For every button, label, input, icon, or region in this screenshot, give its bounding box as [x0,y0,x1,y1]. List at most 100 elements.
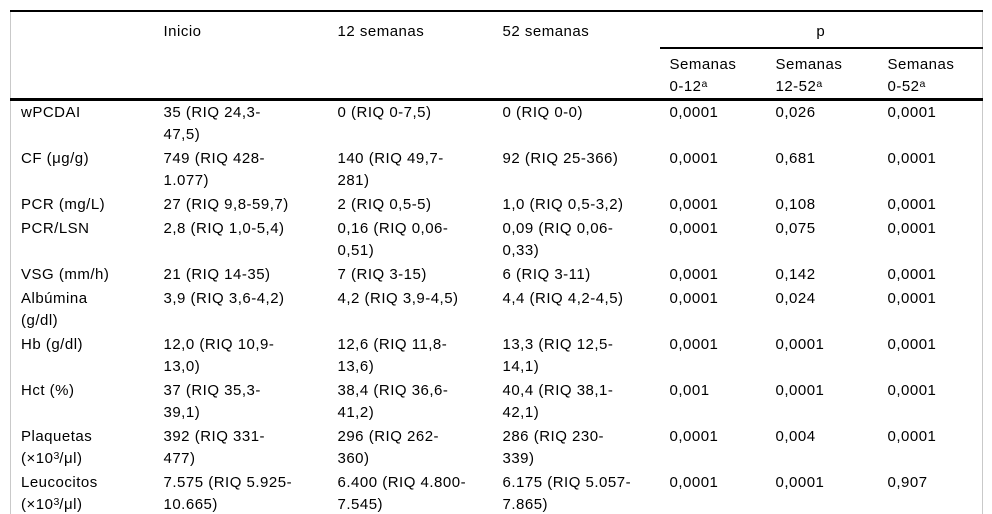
row-label-text: PCR (mg/L) [21,196,106,213]
cell-p-0-12: 0,0001 [669,474,719,491]
cell-12-semanas: 296 (RIQ 262- 360) [337,428,440,467]
cell-p-0-12: 0,0001 [669,336,719,353]
cell-52-semanas: 1,0 (RIQ 0,5-3,2) [502,196,624,213]
cell-p-0-52: 0,0001 [887,266,937,283]
row-label: PCR (mg/L) [11,193,164,217]
row-label-text: VSG (mm/h) [21,266,110,283]
cell-p-0-12: 0,0001 [669,104,719,121]
cell-p-12-52: 0,681 [775,150,816,167]
col-header-semanas-12-52: Semanas 12-52a [765,48,878,101]
row-label-unit: /μl) [59,496,83,513]
cell-12-semanas: 38,4 (RIQ 36,6- 41,2) [337,382,449,421]
cell-52-semanas: 13,3 (RIQ 12,5- 14,1) [502,336,614,375]
cell-inicio: 749 (RIQ 428- 1.077) [163,150,266,189]
cell-p-0-12: 0,0001 [669,220,719,237]
cell-inicio: 2,8 (RIQ 1,0-5,4) [163,220,285,237]
footnote-marker: a [701,78,708,90]
cell-p-0-52: 0,0001 [887,150,937,167]
cell-inicio: 7.575 (RIQ 5.925- 10.665) [163,474,293,513]
cell-p-0-52: 0,0001 [887,428,937,445]
table-body: wPCDAI 35 (RIQ 24,3- 47,5) 0 (RIQ 0-7,5)… [11,100,983,514]
row-label-text: Hb (g/dl) [21,336,84,353]
cell-12-semanas: 4,2 (RIQ 3,9-4,5) [337,290,459,307]
table-header: Inicio 12 semanas 52 semanas p Semanas 0… [10,11,983,101]
cell-p-12-52: 0,108 [775,196,816,213]
col-header-semanas-0-52: Semanas 0-52a [877,48,983,101]
header-row-sub: Semanas 0-12a Semanas 12-52a Semanas 0-5… [11,48,983,101]
cell-52-semanas: 92 (RIQ 25-366) [502,150,619,167]
footnote-marker: a [919,78,926,90]
cell-p-0-52: 0,0001 [887,382,937,399]
table-row-wpcdai: wPCDAI 35 (RIQ 24,3- 47,5) 0 (RIQ 0-7,5)… [11,100,983,148]
row-label: Leucocitos (×103/μl) [11,471,164,514]
cell-12-semanas: 2 (RIQ 0,5-5) [337,196,432,213]
row-label-text: PCR/LSN [21,220,90,237]
cell-p-12-52: 0,0001 [775,474,825,491]
cell-52-semanas: 0 (RIQ 0-0) [502,104,584,121]
row-label-sup: 3 [53,496,60,508]
cell-p-12-52: 0,0001 [775,382,825,399]
row-label: wPCDAI [11,100,164,148]
cell-p-12-52: 0,004 [775,428,816,445]
row-label-text: Leucocitos (×10 [21,474,98,513]
cell-p-0-12: 0,0001 [669,266,719,283]
row-label: Hct (%) [11,379,164,425]
cell-52-semanas: 6 (RIQ 3-11) [502,266,591,283]
row-label-text: Plaquetas (×10 [21,428,93,467]
row-label: Hb (g/dl) [11,333,164,379]
header-row-main: Inicio 12 semanas 52 semanas p [10,11,983,101]
cell-12-semanas: 12,6 (RIQ 11,8- 13,6) [337,336,448,375]
col-header-semanas-0-12: Semanas 0-12a [659,48,766,101]
cell-p-0-52: 0,0001 [887,290,937,307]
row-label: PCR/LSN [11,217,164,263]
cell-p-0-52: 0,907 [887,474,928,491]
cell-p-0-52: 0,0001 [887,336,937,353]
cell-p-0-12: 0,0001 [669,196,719,213]
cell-p-0-52: 0,0001 [887,196,937,213]
cell-inicio: 37 (RIQ 35,3- 39,1) [163,382,261,421]
cell-p-0-52: 0,0001 [887,104,937,121]
col-header-52-semanas: 52 semanas [502,11,660,101]
cell-inicio: 21 (RIQ 14-35) [163,266,271,283]
cell-inicio: 35 (RIQ 24,3- 47,5) [163,104,261,143]
cell-p-0-12: 0,001 [669,382,710,399]
subcol-label: Semanas 12-52 [775,56,843,95]
col-header-p: p [659,11,983,49]
subcol-label: Semanas 0-12 [669,56,737,95]
table-row-cf: CF (μg/g) 749 (RIQ 428- 1.077) 140 (RIQ … [11,147,983,193]
corner-cell [10,11,164,101]
col-header-12-semanas: 12 semanas [337,11,503,101]
row-label-text: Hct (%) [21,382,75,399]
row-label: Plaquetas (×103/μl) [11,425,164,471]
cell-52-semanas: 40,4 (RIQ 38,1- 42,1) [502,382,614,421]
row-label-text: CF (μg/g) [21,150,90,167]
table-row-pcr: PCR (mg/L) 27 (RIQ 9,8-59,7) 2 (RIQ 0,5-… [11,193,983,217]
cell-inicio: 392 (RIQ 331- 477) [163,428,266,467]
cell-p-12-52: 0,075 [775,220,816,237]
table-row-plaquetas: Plaquetas (×103/μl) 392 (RIQ 331- 477) 2… [11,425,983,471]
subcol-label: Semanas 0-52 [887,56,955,95]
cell-12-semanas: 0,16 (RIQ 0,06- 0,51) [337,220,449,259]
row-label: Albúmina (g/dl) [11,287,164,333]
cell-p-12-52: 0,142 [775,266,816,283]
row-label: VSG (mm/h) [11,263,164,287]
cell-12-semanas: 140 (RIQ 49,7- 281) [337,150,444,189]
row-label: CF (μg/g) [11,147,164,193]
cell-12-semanas: 6.400 (RIQ 4.800- 7.545) [337,474,467,513]
cell-inicio: 12,0 (RIQ 10,9- 13,0) [163,336,275,375]
cell-inicio: 3,9 (RIQ 3,6-4,2) [163,290,285,307]
table-row-albumina: Albúmina (g/dl) 3,9 (RIQ 3,6-4,2) 4,2 (R… [11,287,983,333]
col-header-inicio: Inicio [163,11,338,101]
cell-p-12-52: 0,024 [775,290,816,307]
row-label-sup: 3 [53,450,60,462]
table-row-hb: Hb (g/dl) 12,0 (RIQ 10,9- 13,0) 12,6 (RI… [11,333,983,379]
cell-12-semanas: 0 (RIQ 0-7,5) [337,104,432,121]
cell-52-semanas: 4,4 (RIQ 4,2-4,5) [502,290,624,307]
cell-p-0-12: 0,0001 [669,150,719,167]
table-row-hct: Hct (%) 37 (RIQ 35,3- 39,1) 38,4 (RIQ 36… [11,379,983,425]
footnote-marker: a [816,78,823,90]
row-label-text: Albúmina (g/dl) [21,290,88,329]
table-row-vsg: VSG (mm/h) 21 (RIQ 14-35) 7 (RIQ 3-15) 6… [11,263,983,287]
cell-p-0-52: 0,0001 [887,220,937,237]
table-row-pcr-lsn: PCR/LSN 2,8 (RIQ 1,0-5,4) 0,16 (RIQ 0,06… [11,217,983,263]
